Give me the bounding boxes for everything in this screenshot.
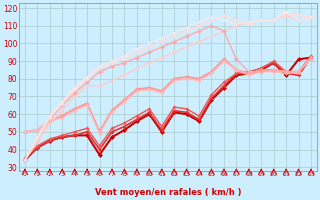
X-axis label: Vent moyen/en rafales ( km/h ): Vent moyen/en rafales ( km/h ) [95,188,241,197]
